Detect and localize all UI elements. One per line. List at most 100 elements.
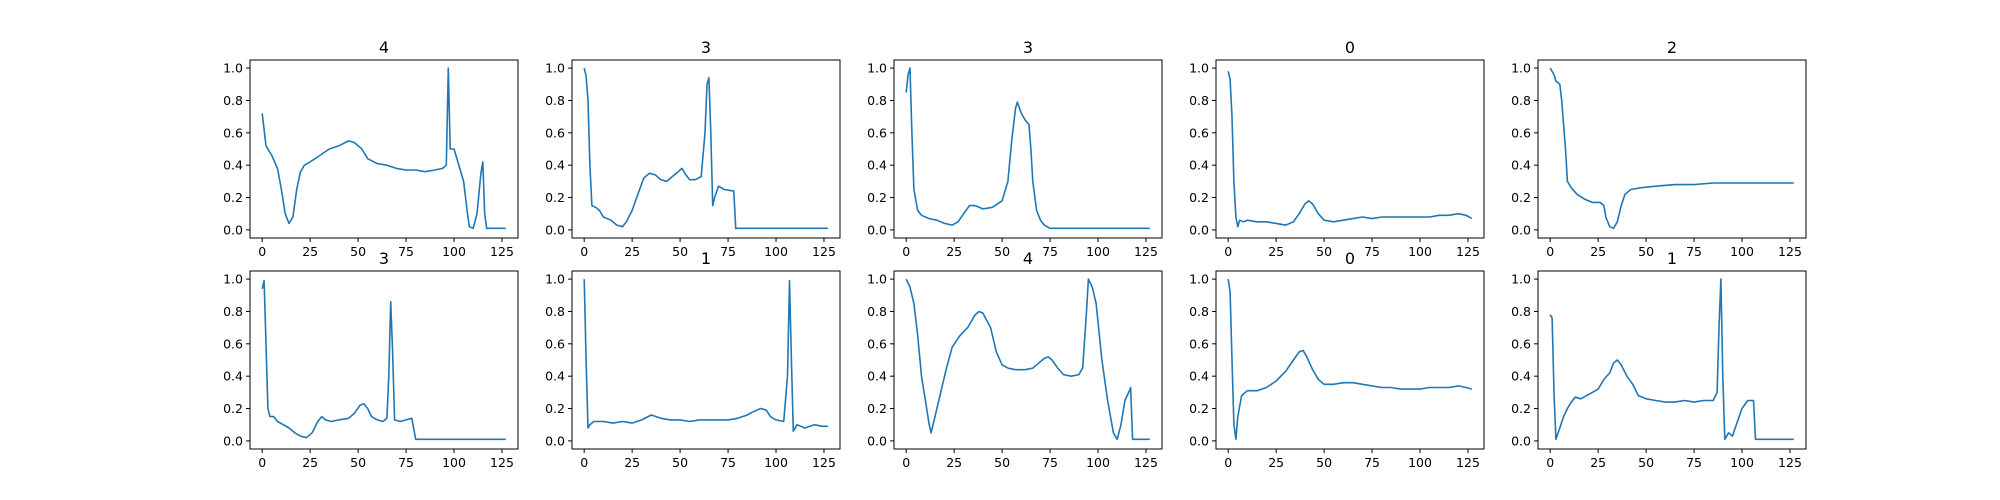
subplot-8: 4 0 25 50 75 100 125 0.0 0.2 0.4 0.6 0.8 1.0 [867,249,1163,470]
y-tick-label: 0.2 [867,401,887,416]
x-tick-label: 25 [624,455,640,470]
x-tick-label: 75 [1042,455,1058,470]
x-tick-label: 75 [398,244,414,259]
axes-frame [571,59,841,239]
series-line [261,67,506,230]
subplot-1: 4 0 25 50 75 100 125 0.0 0.2 0.4 0.6 0.8 1.0 [223,38,519,259]
subplot-4: 0 0 25 50 75 100 125 0.0 0.2 0.4 0.6 0.8 1.0 [1189,38,1485,259]
y-tick-label: 1.0 [223,272,243,287]
y-tick-label: 0.2 [867,190,887,205]
x-tick-label: 25 [946,244,962,259]
series-line [261,279,506,441]
y-tick-label: 0.6 [1511,336,1531,351]
subplot-title: 3 [379,249,389,268]
y-tick-label: 0.2 [223,401,243,416]
x-tick-label: 125 [1778,455,1802,470]
x-tick-label: 25 [302,244,318,259]
y-tick-label: 0.8 [1511,304,1531,319]
x-tick-label: 50 [994,455,1010,470]
y-tick-label: 1.0 [223,61,243,76]
y-tick-label: 0.0 [867,433,887,448]
subplot-title: 3 [701,38,711,57]
x-tick-label: 0 [1224,244,1232,259]
y-tick-label: 0.8 [1189,93,1209,108]
y-tick-label: 1.0 [1189,272,1209,287]
x-tick-label: 100 [442,455,466,470]
x-tick-label: 125 [1456,455,1480,470]
axes-frame [1215,59,1485,239]
y-tick-label: 0.8 [223,304,243,319]
y-tick-label: 0.8 [1189,304,1209,319]
x-tick-label: 75 [720,244,736,259]
x-tick-label: 100 [1086,244,1110,259]
x-tick-label: 50 [1316,244,1332,259]
axes-frame [571,270,841,450]
y-tick-label: 0.0 [545,433,565,448]
y-tick-label: 0.0 [1189,433,1209,448]
y-tick-label: 0.0 [223,433,243,448]
y-tick-label: 0.2 [545,190,565,205]
x-tick-label: 50 [350,244,366,259]
x-tick-label: 75 [398,455,414,470]
y-tick-label: 1.0 [867,61,887,76]
subplot-title: 2 [1667,38,1677,57]
x-tick-label: 50 [1316,455,1332,470]
y-tick-label: 0.0 [545,222,565,237]
y-tick-label: 1.0 [867,272,887,287]
x-tick-label: 50 [994,244,1010,259]
x-tick-label: 100 [1086,455,1110,470]
y-tick-label: 0.0 [223,222,243,237]
x-tick-label: 25 [1590,455,1606,470]
x-tick-label: 0 [258,244,266,259]
y-tick-label: 0.6 [223,336,243,351]
x-tick-label: 25 [1268,455,1284,470]
x-tick-label: 0 [1224,455,1232,470]
series-line [583,67,828,230]
x-tick-label: 100 [1408,244,1432,259]
subplot-title: 3 [1023,38,1033,57]
x-tick-label: 125 [490,244,514,259]
subplot-7: 1 0 25 50 75 100 125 0.0 0.2 0.4 0.6 0.8 1.0 [545,249,841,470]
y-tick-label: 0.4 [1189,158,1209,173]
x-tick-label: 100 [764,455,788,470]
x-tick-label: 125 [812,455,836,470]
axes-frame [1537,270,1807,450]
y-tick-label: 0.8 [223,93,243,108]
subplot-10: 1 0 25 50 75 100 125 0.0 0.2 0.4 0.6 0.8 1.0 [1511,249,1807,470]
axes-frame [893,59,1163,239]
x-tick-label: 50 [350,455,366,470]
axes-frame [1537,59,1807,239]
y-tick-label: 0.4 [223,158,243,173]
axes-frame [893,270,1163,450]
x-tick-label: 75 [1686,244,1702,259]
y-tick-label: 0.0 [867,222,887,237]
y-tick-label: 0.4 [867,369,887,384]
series-line [905,278,1150,441]
x-tick-label: 50 [1638,244,1654,259]
subplot-title: 4 [379,38,389,57]
x-tick-label: 125 [812,244,836,259]
y-tick-label: 0.6 [867,125,887,140]
series-line [1549,278,1794,441]
y-tick-label: 1.0 [1511,61,1531,76]
x-tick-label: 125 [1778,244,1802,259]
axes-frame [249,270,519,450]
y-tick-label: 1.0 [1511,272,1531,287]
subplot-3: 3 0 25 50 75 100 125 0.0 0.2 0.4 0.6 0.8 1.0 [867,38,1163,259]
x-tick-label: 75 [1686,455,1702,470]
y-tick-label: 0.0 [1189,222,1209,237]
y-tick-label: 0.2 [1189,401,1209,416]
x-tick-label: 75 [1364,244,1380,259]
series-line [1227,71,1473,228]
axes-frame [1215,270,1485,450]
x-tick-label: 25 [1268,244,1284,259]
x-tick-label: 100 [764,244,788,259]
x-tick-label: 50 [672,244,688,259]
subplot-9: 0 0 25 50 75 100 125 0.0 0.2 0.4 0.6 0.8 1.0 [1189,249,1485,470]
subplot-title: 1 [701,249,711,268]
y-tick-label: 0.6 [223,125,243,140]
subplot-6: 3 0 25 50 75 100 125 0.0 0.2 0.4 0.6 0.8 1.0 [223,249,519,470]
y-tick-label: 1.0 [545,272,565,287]
y-tick-label: 0.4 [1189,369,1209,384]
